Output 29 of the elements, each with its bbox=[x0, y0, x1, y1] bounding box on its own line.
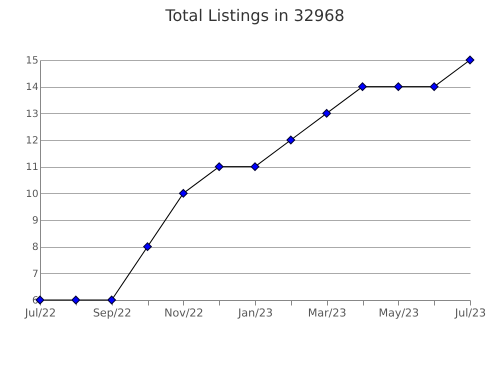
point bbox=[286, 136, 296, 144]
y-tick-label: 11 bbox=[26, 162, 38, 174]
point bbox=[214, 162, 224, 172]
x-tick-label: Mar/23 bbox=[308, 306, 346, 320]
y-tick-label: 9 bbox=[32, 216, 38, 226]
point bbox=[394, 82, 403, 92]
point bbox=[358, 82, 367, 92]
y-tick-label: 12 bbox=[26, 136, 38, 146]
x-tick-label: May/23 bbox=[378, 306, 420, 320]
point bbox=[107, 296, 116, 304]
point bbox=[466, 56, 474, 64]
x-tick-label: Jan/23 bbox=[237, 306, 273, 320]
x-tick-label: Nov/22 bbox=[164, 306, 204, 320]
x-tick-label: Jul/22 bbox=[24, 306, 56, 320]
y-tick-label: 10 bbox=[26, 188, 38, 200]
y-tick-label: 8 bbox=[32, 242, 38, 254]
x-tick-label: Jul/23 bbox=[454, 306, 486, 320]
x-tick-label: Sep/22 bbox=[92, 306, 132, 320]
point bbox=[71, 296, 80, 304]
point bbox=[143, 242, 152, 252]
point bbox=[322, 108, 332, 118]
point bbox=[178, 188, 188, 198]
y-tick-label: 7 bbox=[32, 268, 38, 280]
point bbox=[250, 162, 260, 172]
point bbox=[430, 82, 439, 92]
y-tick-label: 13 bbox=[26, 108, 38, 120]
y-tick-label: 15 bbox=[26, 56, 38, 66]
y-tick-label: 14 bbox=[26, 82, 38, 94]
chart-title: Total Listings in 32968 bbox=[164, 6, 345, 26]
